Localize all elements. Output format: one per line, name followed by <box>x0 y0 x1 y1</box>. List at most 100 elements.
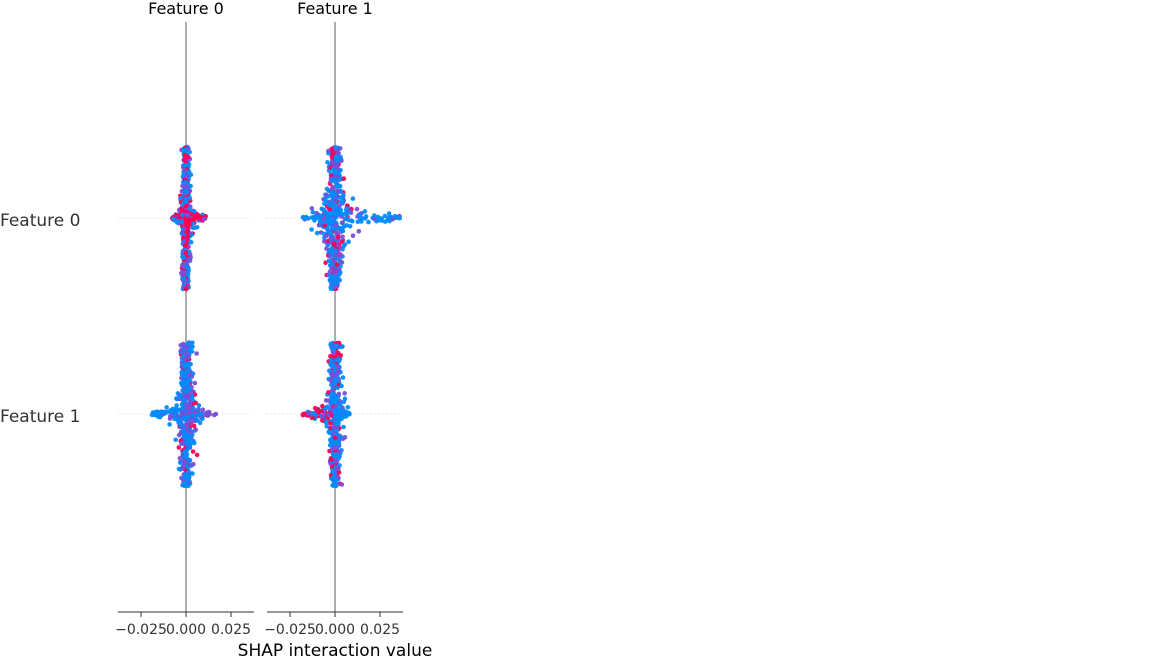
data-point <box>337 211 343 216</box>
data-point <box>347 224 353 229</box>
data-point <box>366 219 371 225</box>
data-point <box>300 411 306 417</box>
data-point <box>333 425 338 430</box>
data-point <box>194 225 200 230</box>
data-point <box>186 385 191 390</box>
data-point <box>322 201 327 207</box>
data-point <box>333 478 339 484</box>
column-title-0: Feature 0 <box>148 0 224 18</box>
panel-layer <box>118 22 403 612</box>
data-point <box>334 278 340 284</box>
data-point <box>192 209 197 214</box>
data-point <box>342 396 348 402</box>
data-point <box>340 344 345 349</box>
data-point <box>319 408 324 414</box>
data-point <box>345 405 351 410</box>
data-point <box>332 198 337 204</box>
data-point <box>327 443 333 448</box>
data-point <box>183 472 188 478</box>
data-point <box>176 466 182 472</box>
data-point <box>178 343 183 348</box>
data-point <box>327 207 333 212</box>
data-point <box>175 407 180 412</box>
data-point <box>187 462 192 468</box>
data-point <box>325 412 331 417</box>
data-point <box>181 261 186 266</box>
data-point <box>326 258 332 264</box>
data-point <box>324 192 329 198</box>
data-point <box>337 195 343 200</box>
data-point <box>181 270 186 276</box>
data-point <box>178 195 184 201</box>
data-point <box>333 409 339 414</box>
data-point <box>194 351 199 356</box>
data-point <box>344 223 349 228</box>
panel-points <box>300 145 403 292</box>
data-point <box>333 445 339 451</box>
data-point <box>387 214 393 220</box>
data-point <box>205 410 210 415</box>
data-point <box>350 233 356 238</box>
data-point <box>191 461 196 467</box>
data-point <box>161 409 167 415</box>
data-point <box>310 209 316 215</box>
data-point <box>331 274 337 280</box>
data-point <box>333 377 338 383</box>
data-point <box>341 424 346 430</box>
data-point <box>330 178 335 183</box>
data-point <box>343 410 348 415</box>
data-point <box>334 482 339 488</box>
data-point <box>328 456 334 462</box>
data-point <box>191 440 197 446</box>
data-point <box>334 431 340 437</box>
data-point <box>328 341 334 346</box>
data-point <box>336 466 341 471</box>
data-point <box>333 145 339 150</box>
data-point <box>309 206 315 211</box>
data-point <box>330 151 336 156</box>
data-point <box>328 353 333 359</box>
data-point <box>363 214 369 219</box>
panel-points <box>149 340 219 489</box>
data-point <box>200 407 206 413</box>
data-point <box>182 481 187 486</box>
data-point <box>177 460 183 465</box>
data-point <box>329 393 335 399</box>
data-point <box>324 424 330 429</box>
data-point <box>330 160 335 165</box>
data-point <box>382 213 388 219</box>
data-point <box>335 474 341 480</box>
data-point <box>330 439 335 444</box>
data-point <box>195 418 200 423</box>
data-point <box>178 392 184 398</box>
data-point <box>181 276 186 282</box>
data-point <box>185 154 191 160</box>
data-point <box>181 255 186 260</box>
data-point <box>179 422 184 427</box>
data-point <box>333 285 339 290</box>
x-tick-label: 0.025 <box>360 622 400 638</box>
data-point <box>180 465 186 471</box>
data-point <box>331 474 337 479</box>
data-point <box>168 409 173 415</box>
data-point <box>183 179 188 185</box>
data-point <box>331 350 337 356</box>
x-tick-label: 0.000 <box>166 622 206 638</box>
data-point <box>334 458 340 464</box>
data-point <box>332 365 338 371</box>
data-point <box>179 372 185 378</box>
data-point <box>172 416 177 422</box>
data-point <box>325 404 330 410</box>
data-point <box>168 413 173 419</box>
data-point <box>322 197 328 202</box>
data-point <box>192 380 198 386</box>
data-point <box>181 454 187 459</box>
data-point <box>328 421 333 426</box>
data-point <box>338 401 343 407</box>
x-tick-label: 0.000 <box>315 622 355 638</box>
data-point <box>188 255 193 260</box>
data-point <box>174 396 179 401</box>
data-point <box>325 228 331 233</box>
data-point <box>337 184 343 189</box>
data-point <box>334 170 339 175</box>
